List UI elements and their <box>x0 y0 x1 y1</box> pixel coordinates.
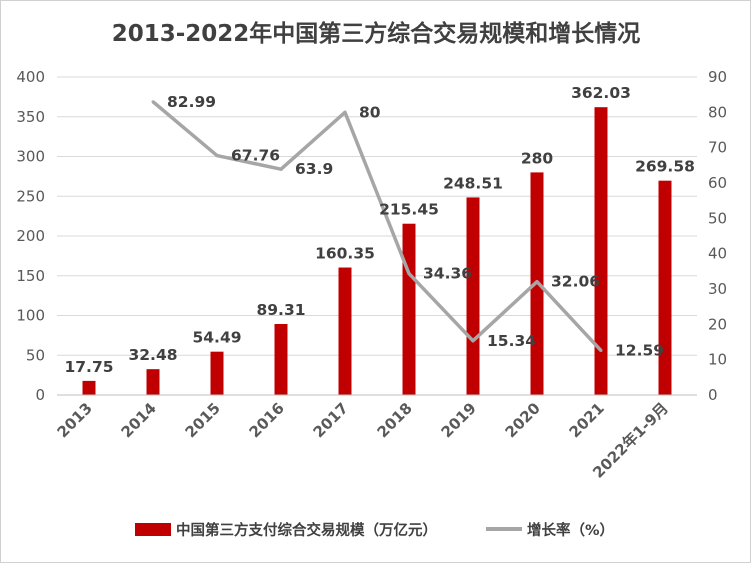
line-point <box>343 110 347 114</box>
y-right-tick-label: 90 <box>708 68 727 86</box>
y-right-tick-label: 40 <box>708 245 727 263</box>
x-tick-label: 2015 <box>182 399 224 441</box>
line-point <box>471 339 475 343</box>
line-point <box>215 154 219 158</box>
line-data-label: 32.06 <box>551 273 600 291</box>
growth-rate-line <box>151 100 603 352</box>
x-tick-label: 2019 <box>438 399 480 441</box>
bar <box>402 223 416 395</box>
y-left-tick-label: 300 <box>16 148 45 166</box>
y-left-tick-label: 150 <box>16 267 45 285</box>
legend: 中国第三方支付综合交易规模（万亿元） 增长率（%） <box>135 521 614 539</box>
line-data-label: 67.76 <box>231 147 280 165</box>
line-point <box>151 100 155 104</box>
bar-data-label: 248.51 <box>443 174 503 192</box>
line-point <box>599 349 603 353</box>
line-point <box>407 272 411 276</box>
bar <box>594 107 608 395</box>
line-data-label: 63.9 <box>295 160 333 178</box>
y-right-tick-label: 20 <box>708 315 727 333</box>
y-left-tick-label: 200 <box>16 227 45 245</box>
bar-data-label: 215.45 <box>379 201 439 219</box>
bar-data-label: 89.31 <box>256 301 305 319</box>
y-right-tick-label: 0 <box>708 386 718 404</box>
bar-data-label: 280 <box>521 149 554 167</box>
y-right-tick-label: 50 <box>708 209 727 227</box>
x-tick-label: 2020 <box>502 399 544 441</box>
y-left-tick-label: 400 <box>16 68 45 86</box>
bar-data-label: 32.48 <box>128 346 177 364</box>
line-series <box>151 100 603 353</box>
x-tick-label: 2016 <box>246 399 288 441</box>
bar-data-label: 54.49 <box>192 329 241 347</box>
y-left-tick-label: 50 <box>26 346 45 364</box>
bar-series <box>82 107 672 395</box>
y-left-tick-label: 0 <box>35 386 45 404</box>
line-data-label: 15.34 <box>487 332 536 350</box>
x-tick-label: 2013 <box>54 399 96 441</box>
line-data-label: 80 <box>359 103 381 121</box>
line-data-label: 12.59 <box>615 342 664 360</box>
y-axis-right: 0 10 20 30 40 50 60 70 80 90 <box>708 68 727 404</box>
gridlines <box>57 76 697 356</box>
y-left-tick-label: 350 <box>16 108 45 126</box>
line-point <box>535 280 539 284</box>
y-right-tick-label: 10 <box>708 351 727 369</box>
bar <box>146 369 160 395</box>
bar <box>82 380 96 395</box>
bar <box>658 180 672 395</box>
x-tick-label: 2018 <box>374 399 416 441</box>
line-point <box>279 167 283 171</box>
line-data-label: 82.99 <box>167 93 216 111</box>
x-tick-label: 2021 <box>566 399 608 441</box>
bar <box>210 351 224 395</box>
bar-data-label: 269.58 <box>635 158 695 176</box>
y-right-tick-label: 70 <box>708 139 727 157</box>
y-left-tick-label: 250 <box>16 187 45 205</box>
line-data-label: 34.36 <box>423 265 472 283</box>
bar-data-label: 160.35 <box>315 245 375 263</box>
bar-data-label: 362.03 <box>571 84 631 102</box>
y-right-tick-label: 60 <box>708 174 727 192</box>
y-left-tick-label: 100 <box>16 307 45 325</box>
bar <box>466 197 480 395</box>
legend-bar-label: 中国第三方支付综合交易规模（万亿元） <box>176 521 437 539</box>
legend-line-label: 增长率（%） <box>527 521 614 539</box>
x-axis: 2013 2014 2015 2016 2017 2018 2019 2020 20212022… <box>54 394 697 482</box>
bar-data-label: 17.75 <box>64 358 113 376</box>
x-tick-label: 2014 <box>118 399 160 441</box>
legend-bar-swatch <box>135 523 171 536</box>
y-right-tick-label: 30 <box>708 280 727 298</box>
y-axis-left: 0 50 100 150 200 250 300 350 400 <box>16 68 45 404</box>
x-tick-label: 2017 <box>310 399 352 441</box>
bar <box>338 267 352 395</box>
chart-title: 2013-2022年中国第三方综合交易规模和增长情况 <box>112 20 641 47</box>
y-right-tick-label: 80 <box>708 103 727 121</box>
bar <box>274 323 288 395</box>
